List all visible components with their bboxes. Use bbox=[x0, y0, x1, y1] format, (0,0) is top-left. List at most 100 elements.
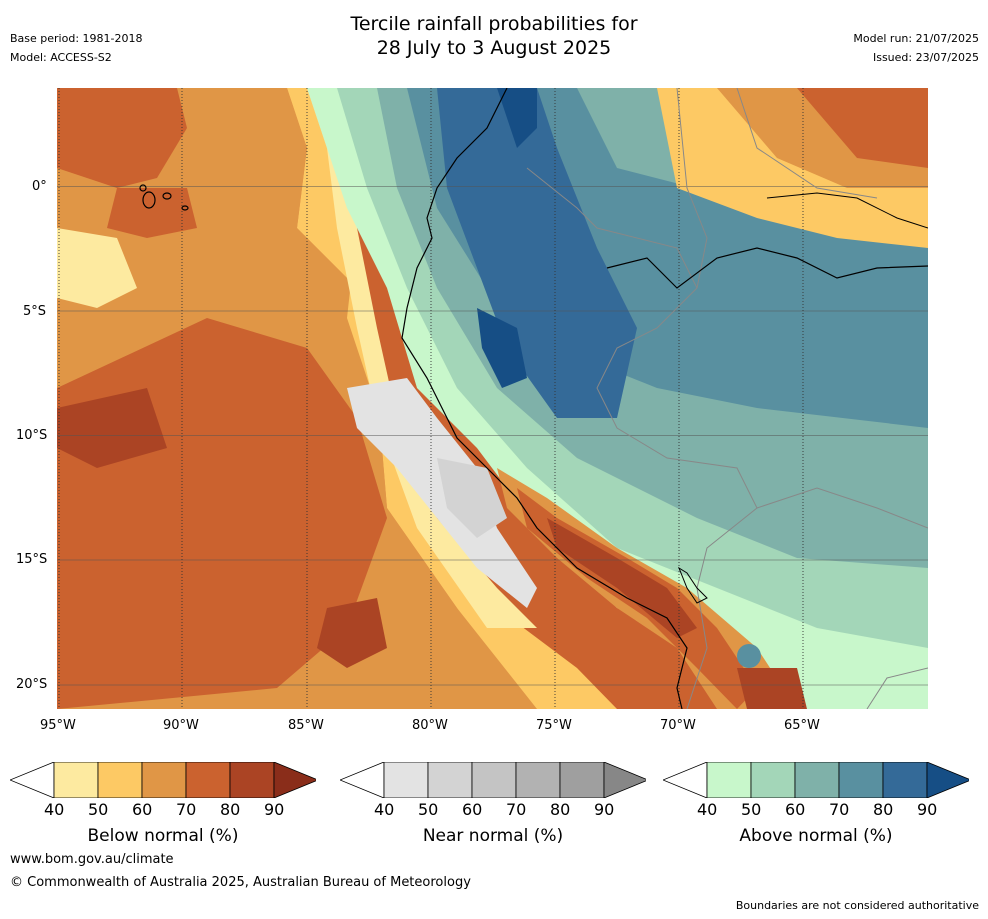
galapagos-islands bbox=[139, 184, 189, 211]
island-san-cristobal bbox=[181, 205, 189, 211]
lon-label-95w: 95°W bbox=[40, 718, 76, 733]
legend-above-title: Above normal (%) bbox=[739, 826, 893, 846]
model-text: Model: ACCESS-S2 bbox=[10, 51, 112, 64]
colorbar-segment-70 bbox=[185, 761, 231, 799]
legend-below-title: Below normal (%) bbox=[87, 826, 239, 846]
below-normal-80-zone-west bbox=[57, 388, 167, 468]
colorbar-tick-60: 60 bbox=[785, 800, 806, 819]
legend-below-ticks: 40 50 60 70 80 90 bbox=[10, 800, 316, 822]
lon-label-70w: 70°W bbox=[660, 718, 696, 733]
colorbar-extend-low bbox=[661, 761, 708, 799]
model-run-text: Model run: 21/07/2025 bbox=[853, 32, 979, 45]
graticule bbox=[57, 186, 928, 686]
colorbar-tick-70: 70 bbox=[176, 800, 197, 819]
colorbar-segment-50 bbox=[427, 761, 473, 799]
colorbar-segment-80 bbox=[559, 761, 605, 799]
legend-above-ticks: 40 50 60 70 80 90 bbox=[663, 800, 969, 822]
island-isabela bbox=[142, 191, 156, 209]
colorbar-extend-low bbox=[8, 761, 55, 799]
altiplano-below-normal-80-zone bbox=[737, 668, 807, 709]
island-fernandina bbox=[139, 184, 147, 192]
colorbar-tick-40: 40 bbox=[374, 800, 395, 819]
colorbar-segment-60 bbox=[794, 761, 840, 799]
legend-near-ticks: 40 50 60 70 80 90 bbox=[340, 800, 646, 822]
coastline bbox=[401, 88, 688, 709]
colorbar-segment-80 bbox=[229, 761, 275, 799]
website-link[interactable]: www.bom.gov.au/climate bbox=[10, 852, 174, 867]
lat-label-5s: 5°S bbox=[23, 304, 47, 319]
below-normal-40-zone-west bbox=[57, 228, 137, 308]
amazon-river bbox=[606, 247, 928, 289]
galapagos-below-normal-zone bbox=[107, 188, 197, 238]
colorbar-segment-50 bbox=[97, 761, 143, 799]
paraguay-boundary bbox=[866, 667, 928, 709]
lat-label-0: 0° bbox=[32, 179, 47, 194]
colorbar-segment-40 bbox=[53, 761, 99, 799]
lon-label-90w: 90°W bbox=[163, 718, 199, 733]
legend-below-normal bbox=[8, 761, 320, 799]
near-normal-60-zone bbox=[437, 458, 507, 538]
colorbar-tick-60: 60 bbox=[462, 800, 483, 819]
above-normal-80-zone bbox=[437, 88, 637, 418]
colorbar-below-normal bbox=[8, 761, 320, 799]
below-normal-50-band bbox=[287, 88, 617, 709]
colorbar-near-normal bbox=[338, 761, 650, 799]
forecast-map bbox=[57, 88, 928, 709]
colorbar-segment-60 bbox=[471, 761, 517, 799]
colorbar-tick-50: 50 bbox=[88, 800, 109, 819]
colorbar-tick-80: 80 bbox=[220, 800, 241, 819]
colorbar-tick-90: 90 bbox=[917, 800, 938, 819]
lake-titicaca bbox=[677, 566, 708, 604]
colorbar-extend-high bbox=[926, 761, 973, 799]
colorbar-tick-80: 80 bbox=[873, 800, 894, 819]
colorbar-tick-70: 70 bbox=[829, 800, 850, 819]
title-line-1: Tercile rainfall probabilities for bbox=[350, 13, 638, 35]
colorbar-segment-80 bbox=[882, 761, 928, 799]
lon-label-85w: 85°W bbox=[288, 718, 324, 733]
colorbar-extend-high bbox=[603, 761, 650, 799]
copyright-text: © Commonwealth of Australia 2025, Austra… bbox=[10, 875, 471, 890]
colorbar-tick-70: 70 bbox=[506, 800, 527, 819]
lon-label-75w: 75°W bbox=[536, 718, 572, 733]
colorbar-extend-low bbox=[338, 761, 385, 799]
title-line-2: 28 July to 3 August 2025 bbox=[376, 37, 612, 59]
colorbar-segment-40 bbox=[706, 761, 752, 799]
colorbar-extend-high bbox=[273, 761, 320, 799]
below-normal-70-zone-northwest bbox=[57, 88, 187, 188]
above-normal-90-zone-coast bbox=[477, 308, 527, 388]
lon-label-65w: 65°W bbox=[784, 718, 820, 733]
venezuela-boundary bbox=[736, 88, 878, 199]
titicaca-above-normal-spot bbox=[737, 644, 761, 668]
colorbar-segment-70 bbox=[838, 761, 884, 799]
legend-near-title: Near normal (%) bbox=[422, 826, 564, 846]
map-svg bbox=[57, 88, 928, 709]
lon-label-80w: 80°W bbox=[412, 718, 448, 733]
bolivia-boundary bbox=[756, 487, 928, 529]
colorbar-segment-40 bbox=[383, 761, 429, 799]
colorbar-segment-60 bbox=[141, 761, 187, 799]
colombia-boundary bbox=[676, 88, 708, 289]
coastal-below-normal-80-zone bbox=[547, 518, 697, 638]
colorbar-tick-60: 60 bbox=[132, 800, 153, 819]
colorbar-tick-90: 90 bbox=[264, 800, 285, 819]
colorbar-tick-40: 40 bbox=[697, 800, 718, 819]
country-boundaries bbox=[526, 167, 758, 709]
issued-text: Issued: 23/07/2025 bbox=[872, 51, 979, 64]
colorbar-above-normal bbox=[661, 761, 973, 799]
colorbar-segment-70 bbox=[515, 761, 561, 799]
legend-near-normal bbox=[338, 761, 650, 799]
legend-above-normal bbox=[661, 761, 973, 799]
below-normal-70-zone-northeast bbox=[797, 88, 928, 168]
island-santa-cruz bbox=[162, 192, 172, 200]
colorbar-tick-50: 50 bbox=[418, 800, 439, 819]
lat-label-20s: 20°S bbox=[16, 677, 48, 692]
base-period-text: Base period: 1981-2018 bbox=[10, 32, 143, 45]
northern-coastline bbox=[766, 192, 928, 229]
page-title: Tercile rainfall probabilities for 28 Ju… bbox=[0, 12, 988, 60]
below-normal-80-zone-south bbox=[317, 598, 387, 668]
colorbar-segment-50 bbox=[750, 761, 796, 799]
colorbar-tick-80: 80 bbox=[550, 800, 571, 819]
lat-label-10s: 10°S bbox=[16, 428, 48, 443]
disclaimer-text: Boundaries are not considered authoritat… bbox=[735, 899, 979, 912]
above-normal-90-zone bbox=[497, 88, 537, 148]
